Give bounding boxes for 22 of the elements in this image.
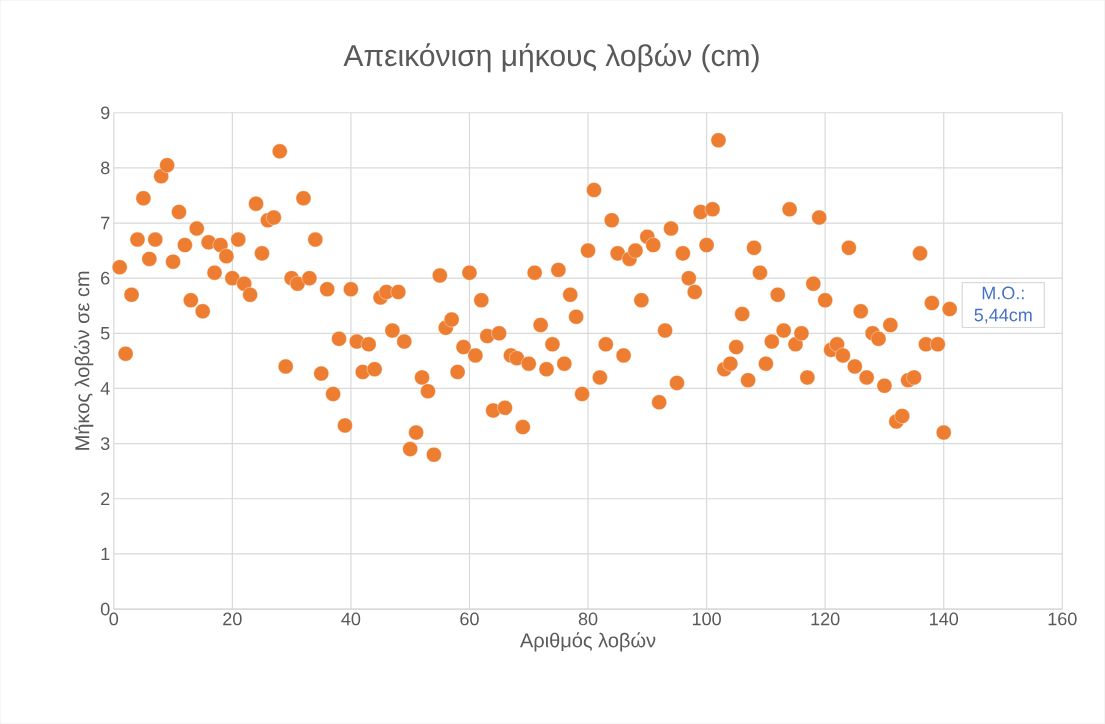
y-tick-label: 5 [100, 327, 110, 340]
y-tick-label: 1 [101, 547, 110, 561]
y-tick-label: 3 [100, 437, 110, 451]
annotation: M.O.: 5,44cm [974, 286, 1032, 324]
y-tick-label: 4 [100, 382, 110, 395]
x-tick-label: 140 [930, 612, 959, 626]
x-tick-label: 80 [578, 612, 598, 626]
y-tick-label: 8 [101, 161, 110, 175]
y-tick-label: 9 [101, 106, 110, 120]
x-axis-title: Αριθμός λοβών [519, 632, 656, 652]
chart-title: Απεικόνιση μήκους λοβών (cm) [343, 43, 759, 73]
y-tick-label: 7 [101, 216, 110, 230]
y-tick-label: 0 [100, 602, 110, 616]
x-tick-label: 100 [692, 612, 721, 626]
x-tick-label: 20 [223, 612, 242, 626]
y-tick-label: 6 [101, 271, 110, 285]
x-tick-label: 60 [460, 612, 479, 626]
x-tick-label: 40 [341, 612, 361, 626]
x-tick-label: 120 [811, 612, 840, 626]
y-tick-label: 2 [101, 492, 110, 506]
x-tick-label: 160 [1048, 612, 1077, 626]
y-axis-title: Μήκος λοβών σε cm [74, 271, 94, 450]
